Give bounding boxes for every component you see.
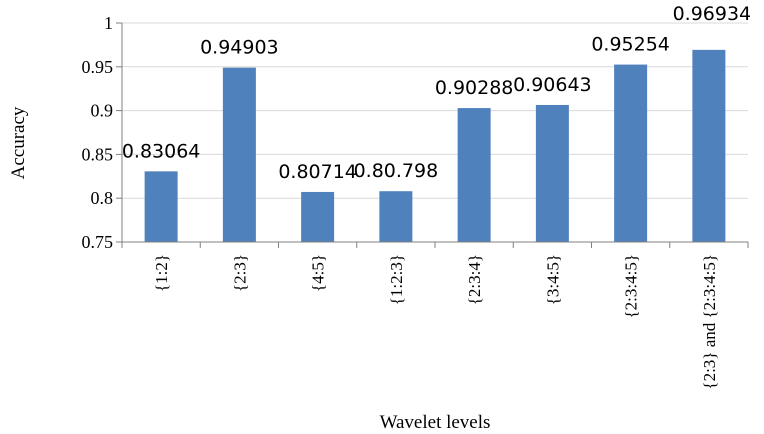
y-tick-label: 0.85 [82, 144, 114, 164]
data-label: 0.90288 [435, 77, 514, 99]
data-label: 0.94903 [200, 37, 279, 59]
data-label: 0.90643 [513, 74, 592, 96]
x-tick-label: {1:2} [152, 254, 171, 292]
bar [614, 64, 648, 243]
bar [379, 191, 413, 242]
bar [301, 191, 335, 242]
data-label: 0.83064 [122, 140, 201, 162]
x-tick-label: {3:4:5} [543, 254, 562, 305]
data-label: 0.96934 [673, 3, 752, 25]
x-tick-label: {2:3} and {2:3:4:5} [700, 254, 719, 390]
x-tick-label: {2:3} [230, 254, 249, 292]
bar [144, 171, 178, 242]
bar [457, 108, 491, 242]
y-tick-label: 0.9 [91, 101, 114, 121]
x-tick-label: {2:3:4:5} [622, 254, 641, 319]
axes [116, 22, 749, 248]
data-label: 0.80.798 [354, 160, 439, 182]
y-tick-label: 0.75 [82, 232, 114, 252]
y-tick-label: 0.95 [82, 57, 114, 77]
bars [144, 49, 726, 243]
bar [692, 49, 726, 243]
x-axis-title: Wavelet levels [380, 412, 491, 433]
y-axis-title: Accuracy [8, 106, 29, 179]
data-label: 0.95254 [591, 34, 670, 56]
data-label: 0.80714 [278, 161, 357, 183]
y-tick-label: 1 [104, 13, 113, 33]
bar [222, 67, 256, 242]
x-tick-label: {1:2:3} [387, 254, 406, 305]
bar [535, 104, 569, 243]
y-tick-label: 0.8 [91, 188, 114, 208]
y-tick-labels: 0.75 0.8 0.85 0.9 0.95 1 [82, 13, 114, 252]
x-tick-label: {4:5} [309, 254, 328, 292]
x-tick-labels: {1:2} {2:3} {4:5} {1:2:3} {2:3:4} {3:4:5} {2:3… [152, 254, 719, 390]
x-tick-label: {2:3:4} [465, 254, 484, 305]
